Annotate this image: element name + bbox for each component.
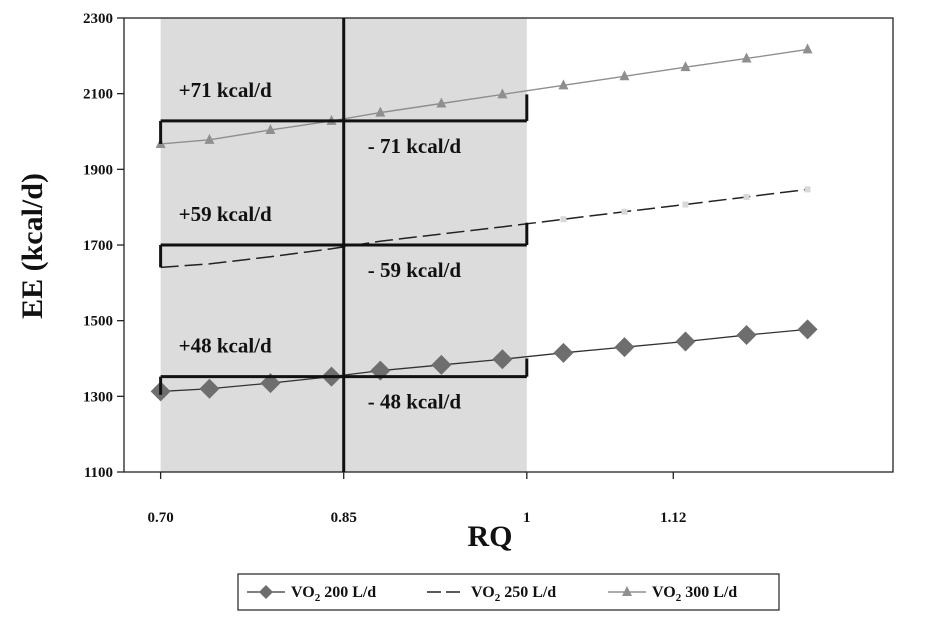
data-point [497, 88, 508, 99]
data-point [553, 342, 574, 363]
y-tick-label: 2300 [83, 11, 113, 27]
legend-swatch-diamond [259, 585, 273, 599]
y-tick-label: 2100 [83, 87, 113, 103]
y-axis-title: EE (kcal/d) [16, 173, 49, 319]
data-point [431, 354, 452, 375]
y-tick-label: 1300 [83, 389, 113, 405]
data-point [558, 79, 569, 90]
data-point [560, 216, 567, 223]
annotation-minus: - 59 kcal/d [368, 258, 462, 282]
data-point [736, 325, 757, 346]
data-point [492, 349, 513, 370]
annotation-minus: - 48 kcal/d [368, 390, 462, 414]
data-point [265, 123, 276, 134]
data-point [375, 106, 386, 117]
annotation-plus: +48 kcal/d [179, 334, 272, 358]
brackets-group: +71 kcal/d - 71 kcal/d +59 kcal/d - 59 kcal… [159, 78, 529, 414]
data-point [204, 133, 215, 144]
y-tick-label: 1500 [83, 314, 113, 330]
series-line-vo2-200 [160, 328, 808, 393]
legend: VO2 200 L/d VO2 250 L/d VO2 300 L/d [237, 573, 780, 611]
data-point [797, 319, 818, 340]
annotation-plus: +59 kcal/d [179, 202, 272, 226]
legend-label: VO2 300 L/d [652, 584, 737, 604]
data-point [199, 378, 220, 399]
data-point [436, 97, 447, 108]
x-tick-label: 0.85 [331, 510, 357, 526]
data-point [619, 70, 630, 81]
legend-swatch-triangle [622, 586, 632, 596]
data-point [680, 61, 691, 72]
annotation-plus: +71 kcal/d [179, 78, 272, 102]
data-point [621, 208, 628, 215]
y-tick-label: 1100 [84, 465, 113, 481]
legend-label: VO2 250 L/d [471, 584, 556, 604]
y-tick-label: 1700 [83, 238, 113, 254]
legend-box [237, 573, 780, 611]
data-point [804, 186, 811, 193]
x-tick-label: 0.70 [147, 510, 173, 526]
data-point [741, 52, 752, 63]
y-axis-ticks: 1100 1300 1500 1700 1900 2100 2300 [83, 11, 124, 481]
x-axis-title: RQ [468, 520, 513, 553]
x-tick-label: 1 [523, 510, 531, 526]
data-point [682, 201, 689, 208]
y-tick-label: 1900 [83, 162, 113, 178]
series-line-vo2-300 [160, 48, 808, 145]
x-tick-label: 1.12 [660, 510, 686, 526]
data-point [802, 43, 813, 54]
data-point [743, 193, 750, 200]
x-axis-ticks: 0.70 0.85 1 1.12 [147, 472, 686, 526]
data-point [614, 337, 635, 358]
series-line-vo2-250 [160, 188, 808, 269]
data-point [675, 331, 696, 352]
annotation-minus: - 71 kcal/d [368, 134, 462, 158]
legend-label: VO2 200 L/d [291, 584, 376, 604]
